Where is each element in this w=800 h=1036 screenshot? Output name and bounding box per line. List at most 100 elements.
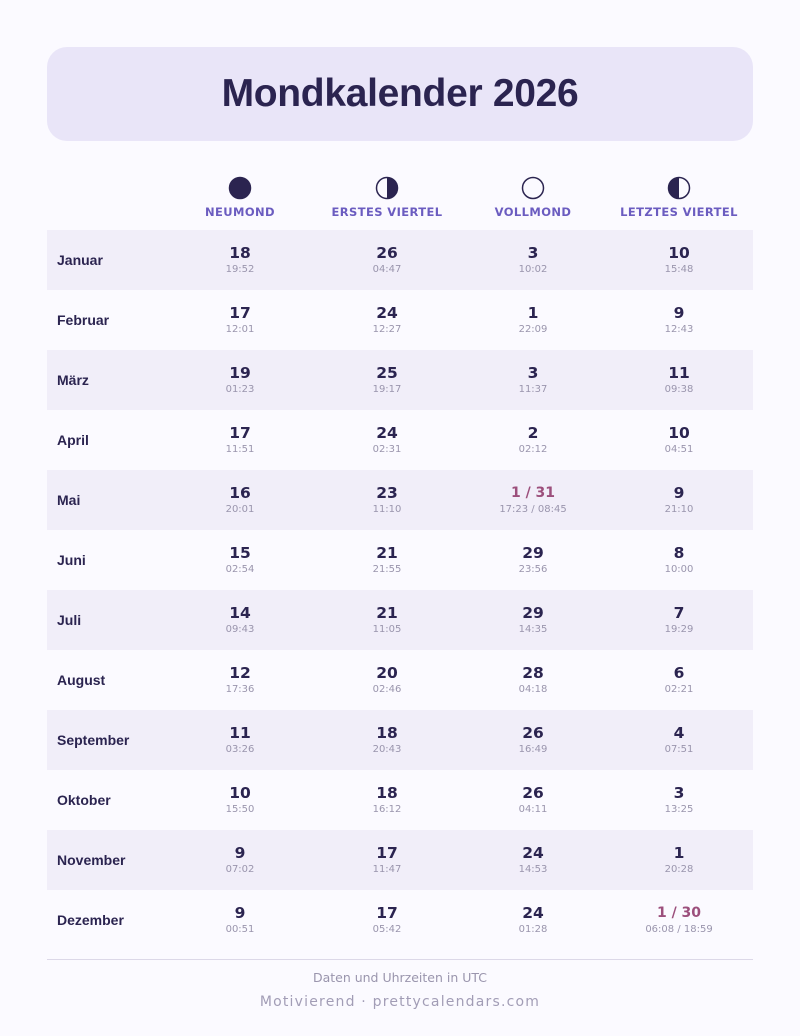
phase-time: 21:10 xyxy=(664,504,694,515)
phase-cell-full-moon: 2 02:12 xyxy=(460,410,606,470)
phase-day: 18 xyxy=(376,784,398,802)
page-title: Mondkalender 2026 xyxy=(221,72,579,115)
phase-cell-new-moon: 19 01:23 xyxy=(167,350,313,410)
phase-label: VOLLMOND xyxy=(494,205,572,219)
phase-day: 19 xyxy=(229,364,251,382)
month-row: Juli 14 09:43 21 11:05 29 14:35 7 19:29 xyxy=(47,590,753,650)
phase-day: 1 / 30 xyxy=(656,905,702,921)
phase-time: 07:51 xyxy=(664,744,694,755)
phase-time: 02:21 xyxy=(664,684,694,695)
phase-time: 22:09 xyxy=(518,324,548,335)
phase-day: 29 xyxy=(522,604,544,622)
month-name: Oktober xyxy=(57,792,111,808)
phase-day: 3 xyxy=(673,784,685,802)
phase-time: 12:43 xyxy=(664,324,694,335)
phase-time: 11:47 xyxy=(372,864,402,875)
phase-day: 12 xyxy=(229,664,251,682)
moon-calendar-table: Januar 18 19:52 26 04:47 3 10:02 10 15:48 Februar… xyxy=(47,230,753,950)
phase-cell-last-quarter: 6 02:21 xyxy=(606,650,752,710)
phase-day: 10 xyxy=(668,424,690,442)
footer-divider xyxy=(47,959,753,960)
month-name: Juni xyxy=(57,552,86,568)
new-moon-icon xyxy=(228,176,252,200)
phase-time: 04:51 xyxy=(664,444,694,455)
phase-time: 01:23 xyxy=(225,384,255,395)
phase-cell-full-moon: 28 04:18 xyxy=(460,650,606,710)
month-row: September 11 03:26 18 20:43 26 16:49 4 07:51 xyxy=(47,710,753,770)
phase-time: 01:28 xyxy=(518,924,548,935)
phase-day: 4 xyxy=(673,724,685,742)
phase-cell-first-quarter: 18 20:43 xyxy=(314,710,460,770)
phase-day: 18 xyxy=(376,724,398,742)
phase-cell-last-quarter: 9 12:43 xyxy=(606,290,752,350)
phase-time: 11:51 xyxy=(225,444,255,455)
phase-day: 17 xyxy=(376,904,398,922)
month-row: Februar 17 12:01 24 12:27 1 22:09 9 12:43 xyxy=(47,290,753,350)
phase-time: 10:02 xyxy=(518,264,548,275)
footer-credit: Motivierend · prettycalendars.com xyxy=(259,994,541,1010)
phase-cell-last-quarter: 3 13:25 xyxy=(606,770,752,830)
month-name: Mai xyxy=(57,492,81,508)
phase-cell-new-moon: 12 17:36 xyxy=(167,650,313,710)
phase-cell-first-quarter: 26 04:47 xyxy=(314,230,460,290)
phase-cell-last-quarter: 9 21:10 xyxy=(606,470,752,530)
month-name: Februar xyxy=(57,312,110,328)
month-row: Oktober 10 15:50 18 16:12 26 04:11 3 13:25 xyxy=(47,770,753,830)
phase-day: 16 xyxy=(229,484,251,502)
phase-time: 13:25 xyxy=(664,804,694,815)
phase-time: 12:01 xyxy=(225,324,255,335)
phase-day: 23 xyxy=(376,484,398,502)
month-row: November 9 07:02 17 11:47 24 14:53 1 20:28 xyxy=(47,830,753,890)
phase-day: 21 xyxy=(376,544,398,562)
phase-time: 09:38 xyxy=(664,384,694,395)
phase-day: 20 xyxy=(376,664,398,682)
phase-time: 17:23 / 08:45 xyxy=(499,504,567,515)
phase-time: 02:12 xyxy=(518,444,548,455)
phase-cell-new-moon: 15 02:54 xyxy=(167,530,313,590)
phase-cell-new-moon: 9 07:02 xyxy=(167,830,313,890)
phase-cell-last-quarter: 1 20:28 xyxy=(606,830,752,890)
phase-label: ERSTES VIERTEL xyxy=(331,205,443,219)
phase-day: 1 / 31 xyxy=(510,485,556,501)
phase-time: 19:29 xyxy=(664,624,694,635)
month-row: August 12 17:36 20 02:46 28 04:18 6 02:21 xyxy=(47,650,753,710)
phase-cell-new-moon: 10 15:50 xyxy=(167,770,313,830)
phase-day: 2 xyxy=(527,424,539,442)
month-name: Dezember xyxy=(57,912,124,928)
phase-time: 20:01 xyxy=(225,504,255,515)
month-row: Mai 16 20:01 23 11:10 1 / 31 17:23 / 08:45 9 21:… xyxy=(47,470,753,530)
phase-time: 15:50 xyxy=(225,804,255,815)
phase-cell-new-moon: 16 20:01 xyxy=(167,470,313,530)
phase-day: 11 xyxy=(229,724,251,742)
phase-day: 29 xyxy=(522,544,544,562)
phase-label: LETZTES VIERTEL xyxy=(620,205,738,219)
phase-time: 19:17 xyxy=(372,384,402,395)
phase-cell-new-moon: 11 03:26 xyxy=(167,710,313,770)
phase-day: 3 xyxy=(527,364,539,382)
phase-day: 8 xyxy=(673,544,685,562)
phase-day: 21 xyxy=(376,604,398,622)
phase-day: 9 xyxy=(234,904,246,922)
phase-day: 24 xyxy=(522,904,544,922)
phase-header-last-quarter: LETZTES VIERTEL xyxy=(606,170,752,228)
month-name: Juli xyxy=(57,612,82,628)
last-quarter-icon xyxy=(667,176,691,200)
phase-day: 25 xyxy=(376,364,398,382)
phase-day: 24 xyxy=(376,304,398,322)
phase-time: 06:08 / 18:59 xyxy=(645,924,713,935)
phase-day: 9 xyxy=(673,484,685,502)
phase-time: 02:31 xyxy=(372,444,402,455)
phase-day: 26 xyxy=(522,724,544,742)
phase-cell-new-moon: 9 00:51 xyxy=(167,890,313,950)
phase-time: 16:49 xyxy=(518,744,548,755)
phase-cell-last-quarter: 11 09:38 xyxy=(606,350,752,410)
phase-time: 07:02 xyxy=(225,864,255,875)
phase-day: 17 xyxy=(229,424,251,442)
phase-cell-new-moon: 18 19:52 xyxy=(167,230,313,290)
month-name: August xyxy=(57,672,106,688)
phase-time: 11:05 xyxy=(372,624,402,635)
phase-time: 16:12 xyxy=(372,804,402,815)
phase-day: 26 xyxy=(522,784,544,802)
phase-cell-full-moon: 26 16:49 xyxy=(460,710,606,770)
phase-day: 1 xyxy=(527,304,539,322)
